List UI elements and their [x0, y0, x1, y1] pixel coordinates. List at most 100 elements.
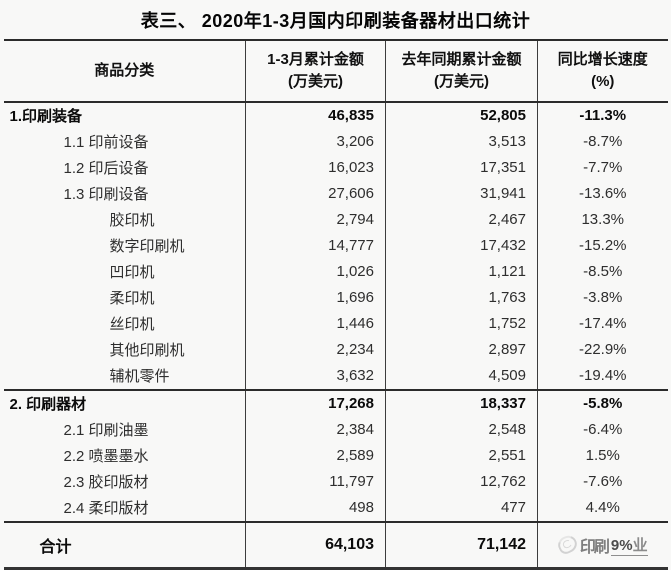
- table-row: 其他印刷机 2,234 2,897 -22.9%: [4, 336, 668, 363]
- header-previous-line2: (万美元): [434, 72, 489, 90]
- total-yoy-watermarked: 印刷 9% 业: [537, 520, 668, 568]
- current-amount-cell: 14,777: [245, 232, 386, 259]
- header-yoy-line1: 同比增长速度: [557, 51, 648, 68]
- previous-amount-cell: 477: [385, 494, 538, 522]
- previous-amount-cell: 4,509: [385, 362, 538, 390]
- previous-amount-cell: 17,432: [385, 232, 538, 259]
- watermark-underlined-part: 9% 业: [610, 534, 648, 556]
- current-amount-cell: 2,234: [245, 336, 386, 363]
- category-cell: 2.3 胶印版材: [63, 474, 149, 491]
- previous-amount-cell: 3,513: [385, 128, 538, 155]
- category-cell: 胶印机: [109, 212, 155, 229]
- table-row: 数字印刷机 14,777 17,432 -15.2%: [4, 232, 668, 259]
- category-cell: 1.3 印刷设备: [63, 186, 149, 203]
- current-amount-cell: 46,835: [245, 101, 386, 129]
- category-cell: 1.印刷装备: [9, 108, 83, 125]
- yoy-cell: -3.8%: [537, 284, 668, 311]
- total-row: 合计 64,103 71,142 印刷 9% 业: [3, 520, 668, 568]
- total-previous-amount: 71,142: [385, 520, 538, 568]
- watermark-logo-icon: [555, 532, 580, 557]
- table-row: 2.1 印刷油墨 2,384 2,548 -6.4%: [4, 416, 668, 443]
- category-cell: 辅机零件: [109, 368, 170, 385]
- total-label: 合计: [3, 520, 246, 568]
- table-row: 胶印机 2,794 2,467 13.3%: [4, 206, 668, 233]
- yoy-cell: -22.9%: [537, 336, 668, 363]
- category-cell: 柔印机: [109, 290, 155, 307]
- table-row: 柔印机 1,696 1,763 -3.8%: [4, 284, 668, 311]
- current-amount-cell: 11,797: [245, 468, 386, 495]
- previous-amount-cell: 18,337: [385, 388, 538, 417]
- table-row: 2.3 胶印版材 11,797 12,762 -7.6%: [4, 468, 668, 495]
- header-yoy-line2: (%): [591, 72, 615, 90]
- previous-amount-cell: 1,752: [385, 310, 538, 337]
- yoy-cell: -8.7%: [537, 128, 668, 155]
- yoy-cell: -17.4%: [537, 310, 668, 337]
- previous-amount-cell: 2,897: [385, 336, 538, 363]
- total-yoy-visible-value: 9%: [610, 536, 633, 554]
- export-stats-table: 商品分类 1-3月累计金额 (万美元) 去年同期累计金额 (万美元) 同比增长速…: [3, 39, 668, 570]
- table-row: 1.2 印后设备 16,023 17,351 -7.7%: [4, 154, 668, 181]
- yoy-cell: -5.8%: [537, 388, 668, 417]
- table-body: 1.印刷装备 46,835 52,805 -11.3% 1.1 印前设备 3,206 3,5…: [3, 101, 668, 522]
- current-amount-cell: 3,632: [245, 362, 386, 390]
- table-row: 2. 印刷器材 17,268 18,337 -5.8%: [3, 388, 668, 417]
- page-title: 表三、 2020年1-3月国内印刷装备器材出口统计: [140, 11, 531, 31]
- yoy-cell: 4.4%: [537, 494, 668, 522]
- current-amount-cell: 2,384: [245, 416, 386, 443]
- header-category: 商品分类: [3, 40, 246, 103]
- total-current-amount: 64,103: [245, 520, 386, 568]
- current-amount-cell: 1,026: [245, 258, 386, 285]
- table-row: 2.4 柔印版材 498 477 4.4%: [4, 494, 668, 522]
- table-header: 商品分类 1-3月累计金额 (万美元) 去年同期累计金额 (万美元) 同比增长速…: [3, 40, 668, 103]
- header-current-line2: (万美元): [288, 72, 343, 90]
- yoy-cell: -19.4%: [537, 362, 668, 390]
- current-amount-cell: 27,606: [245, 180, 386, 207]
- current-amount-cell: 16,023: [245, 154, 386, 181]
- category-cell: 2. 印刷器材: [3, 388, 246, 417]
- yoy-cell: 13.3%: [537, 206, 668, 233]
- previous-amount-cell: 2,551: [385, 442, 538, 469]
- category-cell: 其他印刷机: [109, 342, 185, 359]
- watermark: 印刷 9% 业: [539, 532, 667, 557]
- table-row: 辅机零件 3,632 4,509 -19.4%: [4, 362, 668, 390]
- yoy-cell: -8.5%: [537, 258, 668, 285]
- table-row: 1.1 印前设备 3,206 3,513 -8.7%: [4, 128, 668, 155]
- current-amount-cell: 1,446: [245, 310, 386, 337]
- current-amount-cell: 498: [245, 494, 386, 522]
- table-row: 1.3 印刷设备 27,606 31,941 -13.6%: [4, 180, 668, 207]
- table-row: 2.2 喷墨墨水 2,589 2,551 1.5%: [4, 442, 668, 469]
- category-cell: 2.2 喷墨墨水: [63, 448, 149, 465]
- previous-amount-cell: 17,351: [385, 154, 538, 181]
- current-amount-cell: 3,206: [245, 128, 386, 155]
- category-cell: 凹印机: [109, 264, 155, 281]
- category-cell: 数字印刷机: [109, 238, 185, 255]
- category-cell: 丝印机: [109, 316, 155, 333]
- current-amount-cell: 2,589: [245, 442, 386, 469]
- header-current-amount: 1-3月累计金额 (万美元): [245, 40, 386, 103]
- previous-amount-cell: 12,762: [385, 468, 538, 495]
- yoy-cell: 1.5%: [537, 442, 668, 469]
- yoy-cell: -15.2%: [537, 232, 668, 259]
- table-footer: 合计 64,103 71,142 印刷 9% 业: [3, 520, 668, 568]
- previous-amount-cell: 52,805: [385, 101, 538, 129]
- yoy-cell: -13.6%: [537, 180, 668, 207]
- current-amount-cell: 1,696: [245, 284, 386, 311]
- previous-amount-cell: 1,763: [385, 284, 538, 311]
- current-amount-cell: 17,268: [245, 388, 386, 417]
- header-category-label: 商品分类: [94, 61, 155, 79]
- category-cell: 2.1 印刷油墨: [63, 422, 149, 439]
- table-row: 丝印机 1,446 1,752 -17.4%: [4, 310, 668, 337]
- previous-amount-cell: 2,467: [385, 206, 538, 233]
- header-row: 商品分类 1-3月累计金额 (万美元) 去年同期累计金额 (万美元) 同比增长速…: [3, 40, 668, 103]
- yoy-cell: -7.6%: [537, 468, 668, 495]
- header-current-line1: 1-3月累计金额: [267, 51, 364, 68]
- yoy-cell: -7.7%: [537, 154, 668, 181]
- previous-amount-cell: 31,941: [385, 180, 538, 207]
- table-row: 凹印机 1,026 1,121 -8.5%: [4, 258, 668, 285]
- header-previous-line1: 去年同期累计金额: [401, 51, 522, 68]
- previous-amount-cell: 1,121: [385, 258, 538, 285]
- current-amount-cell: 2,794: [245, 206, 386, 233]
- yoy-cell: -6.4%: [537, 416, 668, 443]
- watermark-suffix: 业: [632, 536, 648, 554]
- category-cell: 1.2 印后设备: [63, 160, 149, 177]
